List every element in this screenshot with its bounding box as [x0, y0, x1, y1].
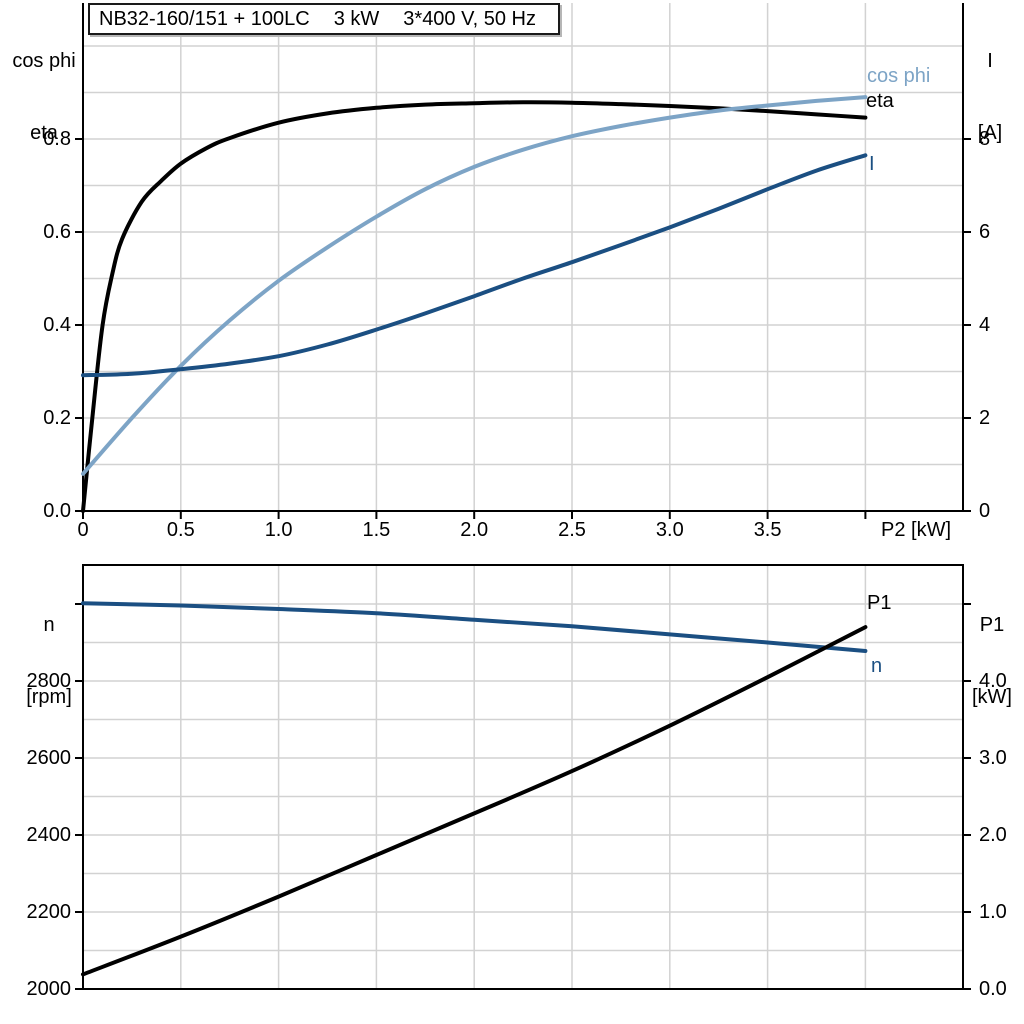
curve-label-I: I: [869, 153, 875, 175]
axis-title-current: I: [987, 50, 993, 72]
pump-model: NB32-160/151 + 100LC: [99, 7, 310, 30]
curve-label-cos-phi: cos phi: [867, 65, 931, 87]
y-left-tick-label: 2400: [26, 824, 72, 846]
axis-title-p1: P1: [979, 614, 1005, 636]
cos-phi-curve: [81, 95, 868, 476]
I-curve: [81, 153, 868, 378]
axis-title-cos-phi: cos phi: [12, 50, 76, 72]
y-right-tick-label: 0.0: [979, 978, 1007, 1000]
axis-title-speed-unit: [rpm]: [26, 686, 72, 708]
eta-curve: [81, 100, 868, 513]
y-right-tick-label: 4: [979, 314, 991, 336]
axis-title-eta: eta: [30, 122, 58, 144]
x-tick-label: 1.0: [264, 519, 293, 541]
x-tick-label: 0: [77, 519, 89, 541]
top-right-axis-title: I [A]: [964, 1, 1016, 193]
curve-label-P1: P1: [867, 592, 892, 614]
curve-label-n: n: [871, 655, 883, 677]
y-left-tick-label: 0.0: [43, 500, 71, 522]
curve-label-eta: eta: [866, 90, 894, 112]
top-left-axis-title: cos phi eta: [6, 1, 82, 193]
y-left-tick-label: 0.4: [43, 314, 71, 336]
y-right-tick-label: 3.0: [979, 747, 1007, 769]
y-right-tick-label: 8: [979, 128, 991, 150]
y-right-tick-label: 6: [979, 221, 991, 243]
y-right-tick-label: 4.0: [979, 670, 1007, 692]
x-tick-label: 2.0: [460, 519, 489, 541]
x-tick-label: 0.5: [166, 519, 195, 541]
y-left-tick-label: 2600: [26, 747, 72, 769]
axis-title-current-unit: [A]: [977, 122, 1003, 144]
motor-power: 3 kW: [333, 7, 380, 30]
bottom-right-axis-title: P1 [kW]: [964, 565, 1020, 757]
y-right-tick-label: 0: [979, 500, 991, 522]
y-left-tick-label: 0.2: [43, 407, 71, 429]
x-tick-label: 2.5: [558, 519, 586, 541]
x-tick-label: 1.5: [362, 519, 391, 541]
supply-voltage: 3*400 V, 50 Hz: [403, 7, 536, 30]
x-tick-label: 3.5: [753, 519, 782, 541]
bottom-left-axis-title: n [rpm]: [14, 565, 84, 757]
y-left-tick-label: 2800: [26, 670, 72, 692]
y-right-tick-label: 1.0: [979, 901, 1007, 923]
y-left-tick-label: 2000: [26, 978, 72, 1000]
y-left-tick-label: 2200: [26, 901, 72, 923]
axis-title-speed: n: [43, 614, 55, 636]
axis-title-p1-unit: [kW]: [972, 686, 1012, 708]
y-right-tick-label: 2: [979, 407, 991, 429]
y-left-tick-label: 0.8: [43, 128, 71, 150]
n-curve: [81, 601, 868, 653]
y-left-tick-label: 0.6: [43, 221, 71, 243]
P1-curve: [81, 625, 868, 977]
x-tick-label: 3.0: [655, 519, 684, 541]
y-right-tick-label: 2.0: [979, 824, 1007, 846]
x-axis-title: P2 [kW]: [881, 519, 952, 541]
chart-title-box: NB32-160/151 + 100LC 3 kW 3*400 V, 50 Hz: [88, 3, 560, 35]
